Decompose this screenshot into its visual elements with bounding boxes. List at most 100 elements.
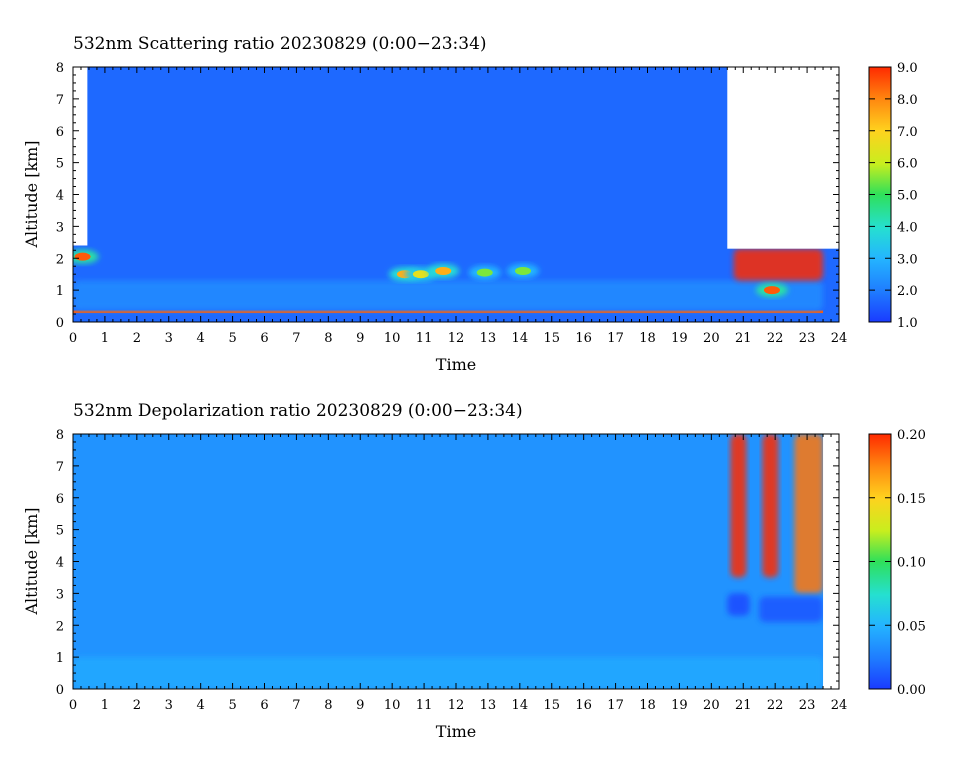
colorbar-tick-label: 0.15 xyxy=(897,492,926,507)
feature-boundary-layer xyxy=(73,657,824,689)
y-tick-label: 7 xyxy=(56,460,64,475)
x-tick-label: 15 xyxy=(543,698,560,713)
colorbar-tick-label: 1.0 xyxy=(897,316,918,331)
y-tick-label: 2 xyxy=(56,619,64,634)
colorbar-tick-label: 6.0 xyxy=(897,157,918,172)
y-tick-label: 5 xyxy=(56,157,64,172)
x-tick-label: 6 xyxy=(260,331,268,346)
feature-cloud-14-1h xyxy=(515,267,532,275)
x-tick-label: 24 xyxy=(831,331,848,346)
x-tick-label: 7 xyxy=(292,698,300,713)
x-tick-label: 2 xyxy=(133,698,141,713)
x-tick-label: 4 xyxy=(197,331,205,346)
colorbar-tick-label: 0.00 xyxy=(897,683,926,698)
x-tick-label: 0 xyxy=(69,698,77,713)
x-tick-label: 1 xyxy=(101,331,109,346)
colorbar-tick-label: 0.05 xyxy=(897,619,926,634)
feature-plume-20-9h xyxy=(730,434,747,578)
y-tick-label: 0 xyxy=(56,683,64,698)
x-tick-label: 23 xyxy=(799,698,816,713)
feature-plume-21-9h xyxy=(762,434,779,578)
x-tick-label: 17 xyxy=(607,331,624,346)
y-tick-label: 6 xyxy=(56,492,64,507)
depolarization-heatmap xyxy=(73,434,839,689)
x-tick-label: 11 xyxy=(416,698,433,713)
x-tick-label: 20 xyxy=(703,331,720,346)
colorbar-tick-label: 0.10 xyxy=(897,556,926,571)
colorbar-tick-label: 5.0 xyxy=(897,189,918,204)
feature-cloud-10-9h xyxy=(412,270,429,279)
chart-title: 532nm Depolarization ratio 20230829 (0:0… xyxy=(73,401,523,421)
x-tick-label: 2 xyxy=(133,331,141,346)
no-data-region xyxy=(73,67,88,246)
x-tick-label: 9 xyxy=(356,331,364,346)
y-tick-label: 0 xyxy=(56,316,64,331)
x-tick-label: 13 xyxy=(480,698,497,713)
colorbar-ticks: 0.00 0.05 0.10 0.15 0.20 xyxy=(869,428,926,698)
colorbar-tick-label: 2.0 xyxy=(897,284,918,299)
y-tick-label: 3 xyxy=(56,220,64,235)
axes: 0 1 2 3 4 5 6 7 8 9 10 11 12 13 14 15 16 17 18 19 20 21 22 23 24… xyxy=(56,428,848,713)
y-tick-label: 8 xyxy=(56,61,64,76)
x-tick-label: 3 xyxy=(165,331,173,346)
scattering-heatmap xyxy=(73,67,839,322)
x-tick-label: 5 xyxy=(228,331,236,346)
x-tick-label: 18 xyxy=(639,331,656,346)
x-tick-label: 15 xyxy=(543,331,560,346)
feature-plume-23h xyxy=(794,434,824,594)
feature-low-patch-22-4h xyxy=(759,596,824,623)
feature-cloud-00h xyxy=(74,252,91,261)
feature-cloud-11-6h xyxy=(435,267,452,275)
x-tick-label: 24 xyxy=(831,698,848,713)
colorbar-tick-label: 7.0 xyxy=(897,125,918,140)
x-tick-label: 3 xyxy=(165,698,173,713)
x-tick-label: 8 xyxy=(324,698,332,713)
colorbar-tick-label: 8.0 xyxy=(897,93,918,108)
x-tick-label: 12 xyxy=(448,698,465,713)
y-axis-label: Altitude [km] xyxy=(22,507,41,615)
x-tick-label: 11 xyxy=(416,331,433,346)
x-tick-label: 10 xyxy=(384,331,401,346)
x-tick-label: 19 xyxy=(671,331,688,346)
y-tick-label: 7 xyxy=(56,93,64,108)
x-tick-label: 13 xyxy=(480,331,497,346)
x-tick-label: 22 xyxy=(767,698,784,713)
chart-title: 532nm Scattering ratio 20230829 (0:00−23… xyxy=(73,34,487,54)
feature-cloud-21-23-5h xyxy=(733,248,824,281)
x-tick-label: 12 xyxy=(448,331,465,346)
y-tick-label: 8 xyxy=(56,428,64,443)
no-data-region xyxy=(727,67,839,249)
y-tick-label: 3 xyxy=(56,587,64,602)
x-tick-label: 14 xyxy=(512,698,529,713)
x-tick-label: 21 xyxy=(735,331,752,346)
colorbar-tick-label: 4.0 xyxy=(897,220,918,235)
y-axis-label: Altitude [km] xyxy=(22,140,41,248)
x-axis-label: Time xyxy=(436,355,476,374)
x-tick-label: 6 xyxy=(260,698,268,713)
axes: 0 1 2 3 4 5 6 7 8 9 10 11 12 13 14 15 16 17 18 19 20 21 22 23 24… xyxy=(56,61,848,346)
x-tick-label: 1 xyxy=(101,698,109,713)
x-tick-label: 18 xyxy=(639,698,656,713)
field-background xyxy=(73,434,839,689)
x-tick-label: 17 xyxy=(607,698,624,713)
x-tick-label: 9 xyxy=(356,698,364,713)
colorbar-tick-label: 0.20 xyxy=(897,428,926,443)
scattering-ratio-panel: 532nm Scattering ratio 20230829 (0:00−23… xyxy=(22,34,918,374)
x-tick-label: 0 xyxy=(69,331,77,346)
feature-boundary-layer xyxy=(73,280,824,311)
feature-low-patch-20-9h xyxy=(727,593,750,616)
y-tick-label: 4 xyxy=(56,556,64,571)
x-tick-label: 4 xyxy=(197,698,205,713)
x-tick-label: 21 xyxy=(735,698,752,713)
depolarization-ratio-panel: 532nm Depolarization ratio 20230829 (0:0… xyxy=(22,401,926,741)
colorbar-ticks: 1.0 2.0 3.0 4.0 5.0 6.0 7.0 8.0 9.0 xyxy=(869,61,918,331)
colorbar-tick-label: 3.0 xyxy=(897,252,918,267)
y-tick-label: 1 xyxy=(56,651,64,666)
x-tick-label: 23 xyxy=(799,331,816,346)
x-tick-label: 20 xyxy=(703,698,720,713)
x-tick-label: 5 xyxy=(228,698,236,713)
colorbar-tick-label: 9.0 xyxy=(897,61,918,76)
x-tick-label: 10 xyxy=(384,698,401,713)
x-tick-label: 19 xyxy=(671,698,688,713)
